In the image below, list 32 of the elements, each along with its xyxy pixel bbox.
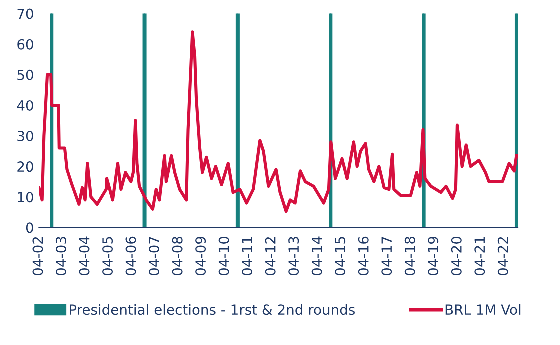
x-tick-label: 04-09 bbox=[196, 237, 206, 276]
legend-label: BRL 1M Vol bbox=[446, 304, 521, 316]
x-tick-label: 04-08 bbox=[172, 236, 183, 276]
x-tick-label: 04-11 bbox=[242, 237, 253, 276]
y-tick-label: 30 bbox=[18, 130, 34, 142]
line-series bbox=[39, 30, 518, 214]
x-tick-label: 04-04 bbox=[79, 236, 90, 276]
x-tick-label: 04-21 bbox=[474, 237, 486, 276]
y-tick-label: 40 bbox=[17, 100, 34, 111]
y-tick-label: 70 bbox=[18, 8, 34, 20]
y-tick-label: 10 bbox=[18, 192, 34, 203]
x-tick-label: 04-12 bbox=[265, 237, 276, 276]
y-tick-label: 20 bbox=[18, 162, 34, 172]
x-tick-label: 04-14 bbox=[312, 236, 322, 276]
y-tick-label: 50 bbox=[18, 70, 34, 80]
x-tick-label: 04-13 bbox=[288, 237, 300, 276]
x-tick-label: 04-02 bbox=[32, 237, 44, 276]
x-tick-label: 04-15 bbox=[335, 237, 346, 276]
x-tick-label: 04-16 bbox=[358, 236, 369, 276]
x-tick-label: 04-06 bbox=[126, 236, 136, 276]
x-tick-label: 04-03 bbox=[56, 237, 66, 276]
x-tick-label: 04-18 bbox=[404, 236, 416, 276]
legend-label: Presidential elections - 1rst & 2nd rounds bbox=[70, 304, 355, 316]
x-tick-label: 04-20 bbox=[451, 236, 462, 276]
x-tick-label: 04-10 bbox=[218, 236, 230, 276]
y-tick-label: 0 bbox=[26, 222, 34, 234]
x-tick-label: 04-17 bbox=[382, 237, 392, 276]
x-tick-label: 04-19 bbox=[428, 237, 439, 276]
x-tick-label: 04-07 bbox=[149, 237, 160, 276]
x-tick-label: 04-22 bbox=[498, 237, 508, 276]
y-tick-label: 60 bbox=[18, 39, 34, 50]
x-tick-label: 04-05 bbox=[102, 237, 114, 276]
